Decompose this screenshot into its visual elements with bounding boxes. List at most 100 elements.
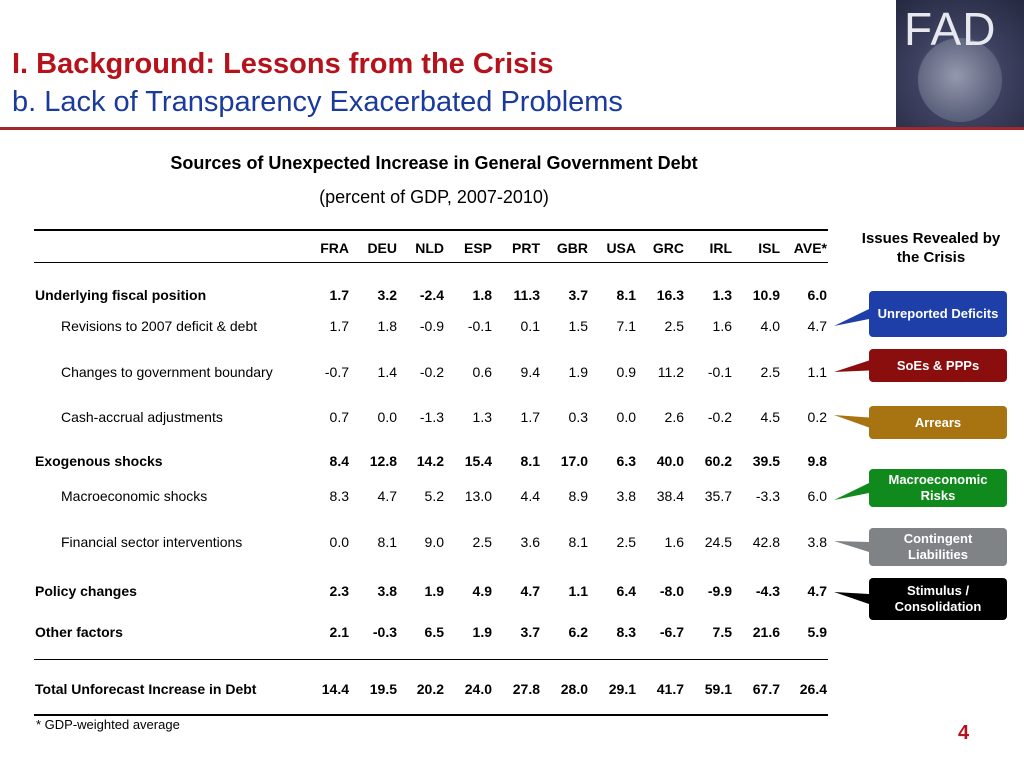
total-cell: 59.1	[704, 681, 732, 697]
row-label: Revisions to 2007 deficit & debt	[61, 318, 258, 334]
column-header: ISL	[758, 240, 780, 256]
table-cell: 2.5	[760, 364, 780, 380]
table-cell: 38.4	[656, 488, 684, 504]
table-cell: 13.0	[464, 488, 492, 504]
table-cell: -0.1	[467, 318, 492, 334]
table-cell: 60.2	[704, 453, 732, 469]
header-divider	[0, 127, 1024, 130]
table-cell: 11.2	[657, 364, 684, 380]
table-cell: 1.1	[807, 364, 827, 380]
column-header: PRT	[512, 240, 540, 256]
table-cell: 21.6	[752, 624, 780, 640]
table-cell: 0.0	[616, 409, 636, 425]
table-cell: 2.5	[472, 534, 492, 550]
table-cell: 4.0	[760, 318, 780, 334]
table-top-rule	[34, 229, 828, 231]
table-cell: -0.2	[707, 409, 732, 425]
table-bottom-rule	[34, 714, 828, 716]
column-header: AVE*	[793, 240, 827, 256]
table-cell: 6.2	[568, 624, 588, 640]
table-cell: 8.1	[520, 453, 540, 469]
issue-pointer-arrow	[834, 483, 869, 500]
issue-badge-label: Unreported Deficits	[877, 306, 999, 321]
issue-badge-label: Stimulus / Consolidation	[894, 583, 982, 614]
table-cell: 3.2	[377, 287, 397, 303]
column-header: NLD	[415, 240, 444, 256]
table-cell: 1.3	[472, 409, 492, 425]
total-cell: 24.0	[464, 681, 492, 697]
issue-badge: SoEs & PPPs	[869, 349, 1007, 382]
total-cell: 19.5	[369, 681, 397, 697]
row-label: Changes to government boundary	[61, 364, 273, 380]
table-cell: 0.0	[329, 534, 349, 550]
table-cell: 6.3	[616, 453, 636, 469]
table-cell: 42.8	[752, 534, 780, 550]
total-cell: 14.4	[321, 681, 349, 697]
footnote: * GDP-weighted average	[36, 717, 180, 732]
row-label: Financial sector interventions	[61, 534, 243, 550]
table-cell: -0.2	[419, 364, 444, 380]
issues-title: Issues Revealed by the Crisis	[861, 230, 1001, 266]
table-cell: 4.4	[520, 488, 540, 504]
total-cell: 67.7	[752, 681, 780, 697]
page-number: 4	[958, 722, 970, 744]
table-cell: 3.7	[568, 287, 588, 303]
logo-text: FAD	[904, 3, 997, 55]
table-cell: 4.7	[520, 583, 540, 599]
table-cell: 4.7	[807, 583, 827, 599]
issue-pointer-arrow	[834, 360, 869, 372]
table-subtitle: (percent of GDP, 2007-2010)	[319, 187, 549, 207]
column-header: USA	[606, 240, 636, 256]
table-cell: 6.0	[807, 488, 827, 504]
issue-badge: Contingent Liabilities	[869, 528, 1007, 566]
table-cell: 24.5	[704, 534, 732, 550]
imf-seal-icon	[918, 38, 1002, 122]
table-cell: -6.7	[659, 624, 684, 640]
table-cell: 3.6	[520, 534, 540, 550]
issue-badge: Stimulus / Consolidation	[869, 578, 1007, 620]
table-cell: 6.0	[807, 287, 827, 303]
table-cell: 4.5	[760, 409, 780, 425]
issue-pointer-arrow	[834, 592, 869, 604]
table-cell: 2.1	[329, 624, 349, 640]
table-cell: 3.8	[377, 583, 397, 599]
total-cell: 29.1	[608, 681, 636, 697]
table-cell: 1.4	[377, 364, 397, 380]
table-cell: 9.0	[424, 534, 444, 550]
table-cell: -0.7	[324, 364, 349, 380]
table-cell: 4.7	[807, 318, 827, 334]
table-cell: 8.3	[616, 624, 636, 640]
table-cell: -8.0	[659, 583, 684, 599]
table-cell: 8.1	[616, 287, 636, 303]
total-cell: 26.4	[799, 681, 827, 697]
table-cell: 8.1	[568, 534, 588, 550]
table-cell: 1.9	[424, 583, 444, 599]
issue-badge: Macroeconomic Risks	[869, 469, 1007, 507]
table-cell: 7.5	[712, 624, 732, 640]
row-label: Exogenous shocks	[35, 453, 163, 469]
issue-pointer-arrow	[834, 415, 869, 428]
table-total-rule	[34, 659, 828, 660]
fad-logo: FAD	[896, 0, 1024, 127]
row-label: Macroeconomic shocks	[61, 488, 208, 504]
table-cell: 11.3	[513, 287, 540, 303]
table-cell: 1.3	[712, 287, 732, 303]
table-cell: 1.7	[329, 287, 349, 303]
table-cell: -0.9	[419, 318, 444, 334]
total-cell: 27.8	[512, 681, 540, 697]
table-cell: 0.6	[472, 364, 492, 380]
table-cell: 1.1	[568, 583, 588, 599]
table-cell: 0.0	[377, 409, 397, 425]
table-cell: 8.3	[329, 488, 349, 504]
table-cell: -3.3	[755, 488, 780, 504]
column-header: GBR	[556, 240, 588, 256]
table-cell: 17.0	[560, 453, 588, 469]
table-cell: 16.3	[656, 287, 684, 303]
table-cell: 3.8	[807, 534, 827, 550]
total-cell: 28.0	[560, 681, 588, 697]
table-cell: -0.1	[707, 364, 732, 380]
table-cell: 7.1	[616, 318, 636, 334]
table-cell: 9.8	[807, 453, 827, 469]
table-cell: 3.7	[520, 624, 540, 640]
issue-badge-label: Contingent Liabilities	[903, 531, 973, 562]
